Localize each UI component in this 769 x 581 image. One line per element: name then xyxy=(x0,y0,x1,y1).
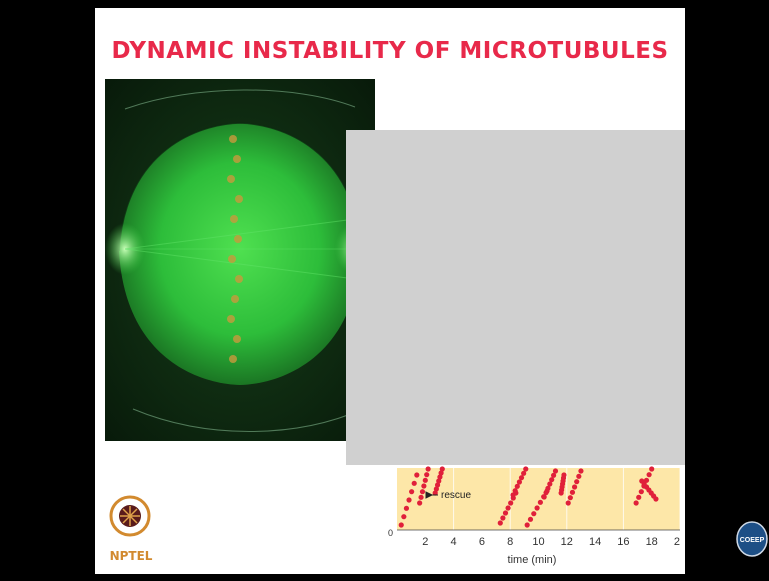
x-tick-20: 20 xyxy=(674,536,680,548)
data-point xyxy=(516,479,522,485)
data-point xyxy=(523,466,529,472)
data-point xyxy=(527,516,534,522)
rescue-annotation: rescue xyxy=(441,490,471,501)
data-point xyxy=(524,522,530,528)
data-point xyxy=(574,479,580,485)
x-tick-6: 6 xyxy=(479,536,485,548)
x-tick-14: 14 xyxy=(589,536,601,548)
data-point xyxy=(531,511,537,517)
data-point xyxy=(434,482,441,488)
x-axis-label: time (min) xyxy=(508,554,557,566)
data-point xyxy=(424,472,430,478)
x-tick-10: 10 xyxy=(532,536,544,548)
data-point xyxy=(409,489,415,495)
data-point xyxy=(646,472,652,478)
data-point xyxy=(649,466,655,472)
data-point xyxy=(541,494,547,500)
data-point xyxy=(422,477,428,483)
microtubule-length-plot: 0 2 4 6 8 10 12 14 16 18 20 rescue time (min) xyxy=(388,466,680,566)
data-point xyxy=(433,486,439,492)
data-point xyxy=(508,500,514,506)
nptel-logo xyxy=(109,495,151,537)
x-tick-2: 2 xyxy=(422,536,428,548)
x-tick-12: 12 xyxy=(561,536,573,548)
data-point xyxy=(547,481,553,487)
spindle-micrograph xyxy=(105,79,375,441)
data-point xyxy=(502,510,509,516)
data-point xyxy=(633,500,639,506)
y-tick-0: 0 xyxy=(388,528,393,538)
data-point xyxy=(419,489,426,495)
data-point xyxy=(439,466,445,472)
coeep-logo-label: COEEP xyxy=(740,537,765,544)
data-point xyxy=(571,484,578,490)
data-point xyxy=(414,472,420,478)
data-point xyxy=(521,470,527,476)
nptel-emblem-icon xyxy=(109,495,151,537)
data-point xyxy=(561,472,567,478)
data-point xyxy=(417,500,423,506)
data-point xyxy=(403,505,410,511)
data-point xyxy=(398,522,404,528)
data-point xyxy=(543,490,549,496)
slide-title: DYNAMIC INSTABILITY OF MICROTUBULES xyxy=(111,38,669,64)
data-point xyxy=(514,483,520,489)
data-point xyxy=(636,494,642,500)
data-point xyxy=(549,477,555,483)
data-point xyxy=(411,480,417,486)
data-point xyxy=(638,489,644,495)
data-point xyxy=(653,496,659,502)
data-point xyxy=(505,505,511,511)
plot-background xyxy=(397,468,680,530)
x-tick-8: 8 xyxy=(507,536,513,548)
x-tick-4: 4 xyxy=(451,536,457,548)
data-point xyxy=(418,494,424,500)
data-point xyxy=(534,505,540,511)
slide: DYNAMIC INSTABILITY OF MICROTUBULES xyxy=(95,8,685,574)
data-point xyxy=(437,474,443,480)
data-point xyxy=(432,490,438,496)
data-point xyxy=(425,466,431,472)
video-placeholder-panel xyxy=(346,130,685,465)
data-point xyxy=(510,492,516,498)
data-point xyxy=(500,515,506,521)
data-point xyxy=(436,478,442,484)
data-point xyxy=(518,475,525,481)
data-point xyxy=(537,499,543,505)
data-point xyxy=(569,489,576,495)
data-point xyxy=(576,473,582,479)
coeep-logo: COEEP xyxy=(736,521,768,557)
data-point xyxy=(512,488,518,494)
data-point xyxy=(550,472,557,478)
x-tick-18: 18 xyxy=(646,536,658,548)
data-point xyxy=(406,497,412,503)
data-point xyxy=(567,495,573,501)
data-point xyxy=(545,485,551,491)
data-point xyxy=(438,470,444,476)
x-tick-16: 16 xyxy=(617,536,629,548)
data-point xyxy=(421,483,427,489)
data-point xyxy=(578,468,584,474)
data-point xyxy=(565,500,571,506)
nptel-logo-label: NPTEL xyxy=(109,549,153,563)
data-point xyxy=(497,520,503,526)
left-arrow-icon xyxy=(425,491,438,499)
data-point xyxy=(401,514,407,520)
data-point xyxy=(552,468,559,474)
